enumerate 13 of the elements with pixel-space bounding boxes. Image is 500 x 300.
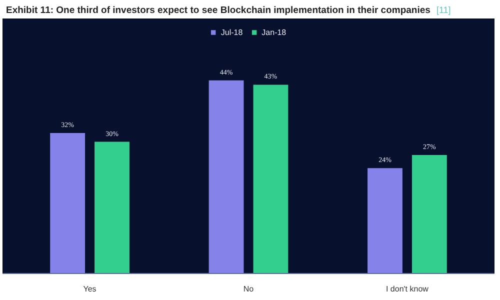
text: [11] bbox=[436, 4, 451, 17]
bar bbox=[50, 132, 86, 274]
bar bbox=[412, 154, 447, 274]
bar bbox=[368, 168, 402, 274]
bar bbox=[94, 141, 130, 274]
x-tick-label: I don't know bbox=[386, 284, 429, 294]
x-tick-label: No bbox=[243, 284, 254, 294]
bar bbox=[253, 84, 288, 274]
bar bbox=[208, 80, 244, 274]
chart-title: Exhibit 11: One third of investors expect to see Blockchain implementation in their companies bbox=[6, 4, 430, 18]
legend-label: Jul-18 bbox=[220, 28, 243, 37]
x-tick-label: Yes bbox=[83, 284, 96, 294]
legend-label: Jan-18 bbox=[262, 28, 286, 37]
